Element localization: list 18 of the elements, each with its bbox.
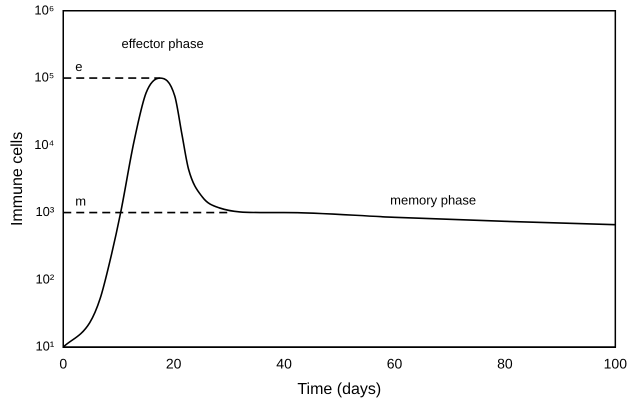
series-label: e bbox=[75, 59, 82, 74]
x-tick-label: 80 bbox=[497, 355, 513, 372]
x-tick-label: 40 bbox=[276, 355, 292, 372]
series-label: m bbox=[75, 194, 86, 209]
x-axis-title: Time (days) bbox=[297, 380, 382, 398]
x-tick-label: 0 bbox=[59, 355, 68, 372]
y-tick-label: 10⁵ bbox=[34, 70, 54, 85]
y-tick-label: 10³ bbox=[35, 204, 55, 220]
y-tick-label: 10⁶ bbox=[34, 2, 54, 18]
y-tick-label: 10² bbox=[35, 271, 55, 286]
y-tick-label: 10¹ bbox=[35, 338, 55, 354]
y-tick-label: 10⁴ bbox=[34, 136, 54, 152]
annotation: memory phase bbox=[390, 192, 476, 208]
x-tick-label: 60 bbox=[386, 355, 402, 372]
y-axis-title: Immune cells bbox=[9, 132, 26, 226]
annotation: effector phase bbox=[122, 36, 204, 51]
x-tick-label: 20 bbox=[166, 355, 182, 372]
x-tick-label: 100 bbox=[604, 355, 628, 372]
